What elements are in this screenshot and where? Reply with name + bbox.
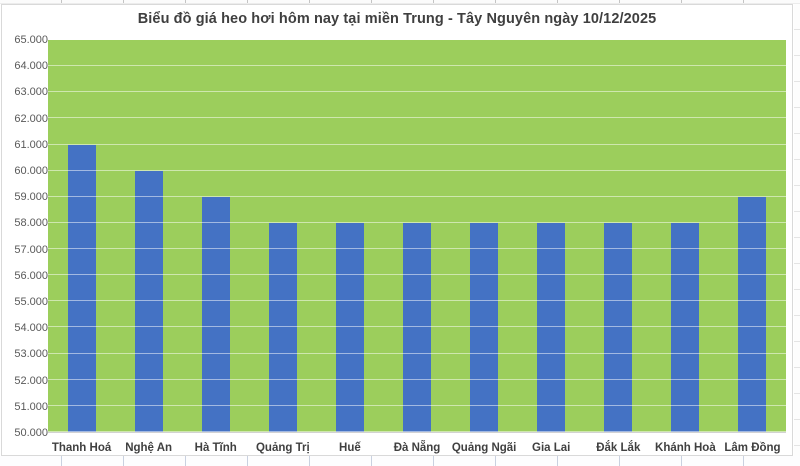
y-axis-tick-label: 63.000 <box>14 86 48 99</box>
y-axis-tick-label: 53.000 <box>14 348 48 361</box>
gridline <box>48 117 786 119</box>
bar-slot <box>585 40 652 432</box>
y-axis-tick-label: 54.000 <box>14 322 48 335</box>
y-axis-tick-label: 65.000 <box>14 34 48 46</box>
gridline <box>48 221 786 223</box>
chart-bar <box>268 222 297 432</box>
y-axis-tick-label: 51.000 <box>14 400 48 413</box>
x-axis-category-label: Đắk Lắk <box>596 442 641 454</box>
bar-series <box>48 40 786 432</box>
y-axis-tick-label: 62.000 <box>14 112 48 125</box>
x-axis-category-label: Nghệ An <box>125 442 173 454</box>
x-axis-category-label: Gia Lai <box>532 442 571 454</box>
bar-slot <box>652 40 719 432</box>
chart-bar <box>134 170 163 432</box>
gridline <box>48 169 786 171</box>
gridline <box>48 143 786 145</box>
gridline <box>48 326 786 328</box>
gridline <box>48 39 786 40</box>
gridline <box>48 431 786 432</box>
spreadsheet-grid-sliver-top <box>0 0 800 4</box>
spreadsheet-grid-sliver-bottom <box>0 456 800 466</box>
bar-slot <box>451 40 518 432</box>
y-axis-tick-label: 59.000 <box>14 191 48 204</box>
y-axis-tick-label: 52.000 <box>14 374 48 387</box>
y-axis-tick-label: 61.000 <box>14 138 48 151</box>
x-axis-category-label: Huế <box>339 442 361 454</box>
gridline <box>48 195 786 197</box>
y-axis-tick-label: 55.000 <box>14 296 48 308</box>
x-axis-category-label: Thanh Hoá <box>51 442 112 454</box>
gridline <box>48 248 786 250</box>
bar-slot <box>518 40 585 432</box>
chart-title: Biểu đồ giá heo hơi hôm nay tại miền Tru… <box>137 11 657 27</box>
x-axis-category-label: Quảng Ngãi <box>451 442 517 454</box>
x-axis-category-label: Quảng Trị <box>255 442 310 454</box>
y-axis-tick-label: 57.000 <box>14 243 48 256</box>
x-axis-category-label: Đà Nẵng <box>393 442 441 454</box>
gridline <box>48 404 786 406</box>
y-axis-tick-label: 58.000 <box>14 217 48 230</box>
gridline <box>48 378 786 380</box>
bar-slot <box>48 40 115 432</box>
chart-bar <box>67 144 96 432</box>
chart-bar <box>604 222 633 432</box>
gridline <box>48 352 786 354</box>
plot-area <box>48 39 786 433</box>
y-axis-tick-label: 56.000 <box>14 269 48 282</box>
bar-slot <box>383 40 450 432</box>
x-axis-category-label: Lâm Đồng <box>724 442 781 454</box>
bar-slot <box>719 40 786 432</box>
x-axis: Thanh Hoá Nghệ An Hà Tĩnh Quảng Trị Huế Đà Nẵ… <box>48 439 786 457</box>
y-axis-tick-label: 50.000 <box>14 427 48 439</box>
bar-slot <box>115 40 182 432</box>
x-axis-category-label: Hà Tĩnh <box>194 442 237 454</box>
bar-slot <box>316 40 383 432</box>
gridline <box>48 300 786 302</box>
y-axis-tick-label: 60.000 <box>14 165 48 177</box>
chart-bar <box>738 196 767 432</box>
chart-bar <box>671 222 700 432</box>
spreadsheet-grid-sliver-right <box>794 4 800 456</box>
chart-bar <box>335 222 364 432</box>
chart-bar <box>470 222 499 432</box>
bar-slot <box>182 40 249 432</box>
bar-chart: Biểu đồ giá heo hơi hôm nay tại miền Tru… <box>1 4 793 456</box>
gridline <box>48 274 786 276</box>
y-axis-tick-label: 64.000 <box>14 60 48 73</box>
bar-slot <box>249 40 316 432</box>
gridline <box>48 91 786 93</box>
gridline <box>48 65 786 67</box>
chart-bar <box>537 222 566 432</box>
x-axis-category-label: Khánh Hoà <box>655 442 716 454</box>
chart-bar <box>403 222 432 432</box>
chart-bar <box>201 196 230 432</box>
